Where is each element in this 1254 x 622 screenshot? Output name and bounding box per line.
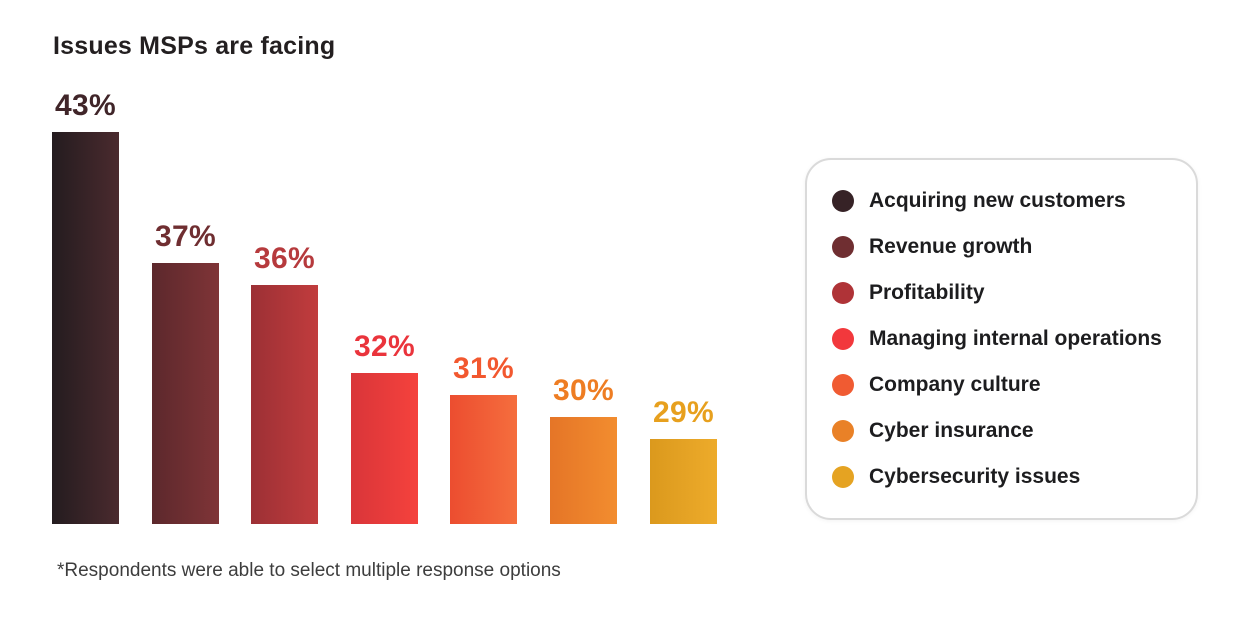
chart-footnote: *Respondents were able to select multipl… [57, 560, 561, 581]
legend-items: Acquiring new customers Revenue growth Pro… [832, 178, 1196, 500]
legend-dot-icon [832, 466, 854, 488]
bar-column: 36% [251, 244, 318, 524]
bar-value-label: 37% [155, 220, 216, 253]
legend-item: Cyber insurance [832, 408, 1196, 454]
bar-column: 32% [351, 332, 418, 524]
legend-dot-icon [832, 236, 854, 258]
legend-item-label: Company culture [869, 373, 1041, 396]
bar-column: 37% [152, 222, 219, 524]
legend-dot-icon [832, 190, 854, 212]
bar-value-label: 43% [55, 89, 116, 122]
bar-value-label: 36% [254, 242, 315, 275]
bar [152, 263, 219, 524]
chart-title: Issues MSPs are facing [53, 32, 336, 60]
bar-column: 31% [450, 354, 517, 524]
legend-dot-icon [832, 328, 854, 350]
legend: Acquiring new customers Revenue growth Pro… [805, 158, 1198, 520]
bar-value-label: 31% [453, 352, 514, 385]
legend-item-label: Managing internal operations [869, 327, 1162, 350]
legend-item-label: Revenue growth [869, 235, 1033, 258]
legend-item: Cybersecurity issues [832, 454, 1196, 500]
legend-item-label: Cybersecurity issues [869, 465, 1081, 488]
bar-value-label: 30% [553, 374, 614, 407]
legend-item-label: Cyber insurance [869, 419, 1034, 442]
legend-item: Managing internal operations [832, 316, 1196, 362]
legend-dot-icon [832, 374, 854, 396]
legend-item-label: Acquiring new customers [869, 189, 1126, 212]
bar [52, 132, 119, 524]
bar-value-label: 32% [354, 330, 415, 363]
bar [550, 417, 617, 524]
legend-item: Acquiring new customers [832, 178, 1196, 224]
bar-column: 29% [650, 398, 717, 524]
bar [251, 285, 318, 524]
legend-item: Revenue growth [832, 224, 1196, 270]
bar [351, 373, 418, 524]
bar-column: 43% [52, 91, 119, 524]
legend-item: Company culture [832, 362, 1196, 408]
legend-dot-icon [832, 420, 854, 442]
legend-dot-icon [832, 282, 854, 304]
bar [450, 395, 517, 524]
legend-item-label: Profitability [869, 281, 985, 304]
legend-item: Profitability [832, 270, 1196, 316]
bar-value-label: 29% [653, 396, 714, 429]
bar [650, 439, 717, 524]
bar-column: 30% [550, 376, 617, 524]
